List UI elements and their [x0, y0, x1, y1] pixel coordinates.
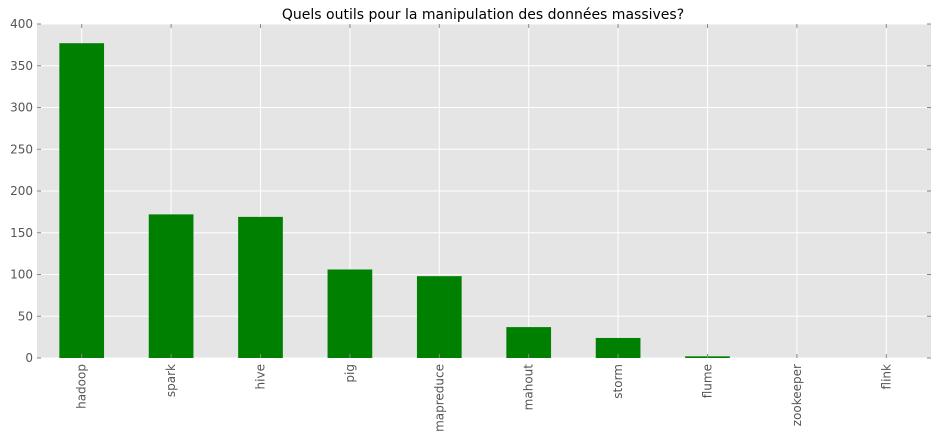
- bar-pig: [327, 269, 373, 358]
- bar-spark: [148, 214, 194, 358]
- x-tick-label-storm: storm: [611, 364, 625, 399]
- y-tick-label: 0: [25, 351, 33, 365]
- x-tick-label-flume: flume: [701, 364, 715, 398]
- bar-storm: [595, 337, 641, 358]
- x-tick-label-mahout: mahout: [522, 364, 536, 411]
- bar-hive: [238, 216, 283, 358]
- y-tick-label: 400: [10, 17, 33, 31]
- x-tick-label-hadoop: hadoop: [75, 364, 89, 409]
- bar-mapreduce: [416, 276, 462, 358]
- bars: [59, 43, 730, 359]
- y-tick-label: 300: [10, 101, 33, 115]
- x-tick-label-mapreduce: mapreduce: [432, 364, 446, 432]
- x-tick-label-flink: flink: [879, 364, 893, 389]
- y-tick-label: 100: [10, 268, 33, 282]
- x-tick-label-spark: spark: [164, 364, 178, 397]
- y-tick-label: 200: [10, 184, 33, 198]
- y-tick-label: 250: [10, 142, 33, 156]
- x-tick-label-zookeeper: zookeeper: [790, 364, 804, 426]
- y-tick-label: 150: [10, 226, 33, 240]
- y-axis-ticks: 0 50 100 150 200 250 300 350 400: [10, 17, 931, 365]
- x-tick-label-hive: hive: [254, 364, 268, 389]
- bar-hadoop: [59, 43, 105, 359]
- x-axis-ticks: hadoop spark hive pig mapreduce mahout storm fl…: [75, 24, 893, 432]
- y-tick-label: 350: [10, 59, 33, 73]
- x-tick-label-pig: pig: [343, 364, 357, 383]
- chart-title: Quels outils pour la manipulation des do…: [282, 7, 684, 23]
- bar-mahout: [506, 327, 552, 358]
- y-tick-label: 50: [18, 309, 33, 323]
